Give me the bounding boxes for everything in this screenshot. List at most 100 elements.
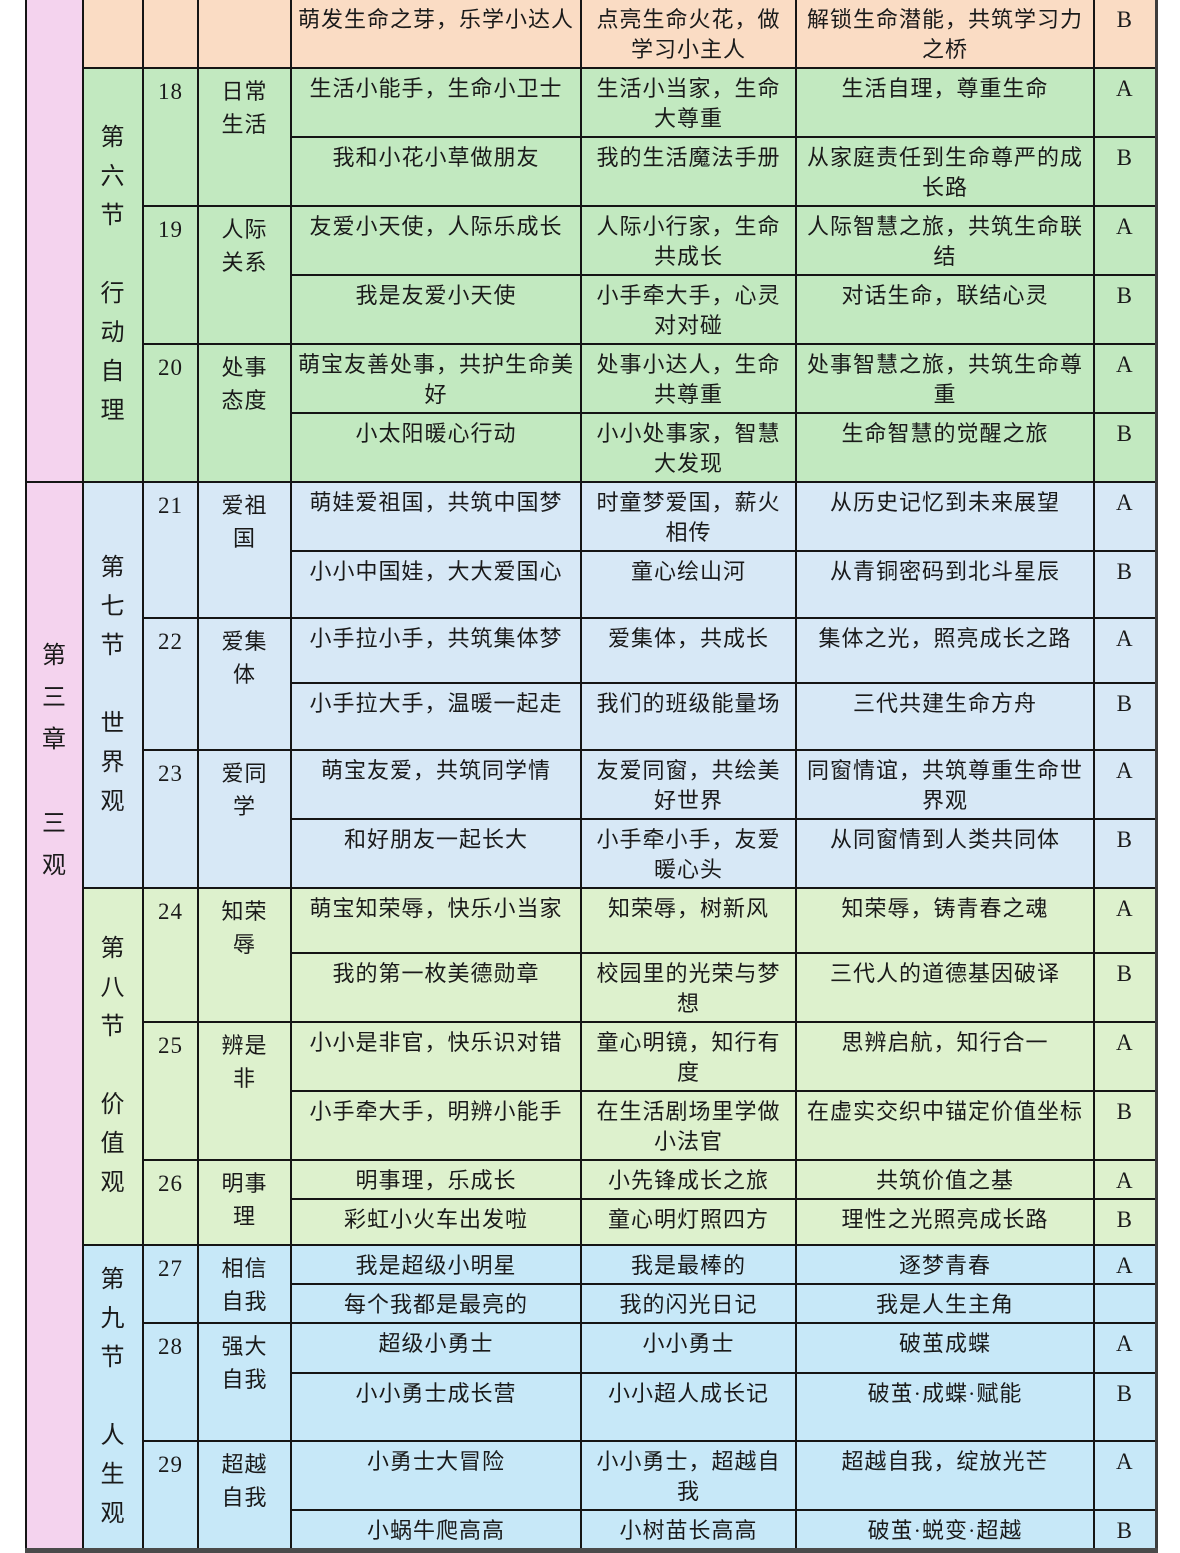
lesson-title-cell: 知荣辱，树新风 bbox=[580, 887, 797, 954]
topic-cell: 相信 自我 bbox=[197, 1244, 292, 1324]
grade-cell: B bbox=[1093, 682, 1157, 751]
lesson-title-cell: 同窗情谊，共筑尊重生命世界观 bbox=[795, 749, 1095, 820]
grade-cell: B bbox=[1093, 1509, 1157, 1552]
lesson-number-cell: 18 bbox=[142, 67, 199, 207]
lesson-title-cell: 小手牵大手，明辨小能手 bbox=[290, 1090, 582, 1161]
lesson-title-cell: 人际智慧之旅，共筑生命联结 bbox=[795, 205, 1095, 276]
lesson-title-cell: 处事智慧之旅，共筑生命尊重 bbox=[795, 343, 1095, 414]
lesson-title-cell: 理性之光照亮成长路 bbox=[795, 1198, 1095, 1246]
topic-cell: 人际 关系 bbox=[197, 205, 292, 345]
lesson-title-cell: 萌宝友善处事，共护生命美好 bbox=[290, 343, 582, 414]
lesson-title-cell: 小手拉小手，共筑集体梦 bbox=[290, 617, 582, 684]
lesson-title-cell: 小太阳暖心行动 bbox=[290, 412, 582, 483]
grade-cell: A bbox=[1093, 1021, 1157, 1092]
lesson-title-cell: 我是人生主角 bbox=[795, 1283, 1095, 1324]
lesson-title-cell: 和好朋友一起长大 bbox=[290, 818, 582, 889]
table-row: 萌发生命之芽，乐学小达人 点亮生命火花，做学习小主人 解锁生命潜能，共筑学习力之… bbox=[25, 0, 1157, 483]
lesson-title-cell: 小手牵大手，心灵对对碰 bbox=[580, 274, 797, 345]
lesson-title-cell: 小手牵小手，友爱暖心头 bbox=[580, 818, 797, 889]
lesson-title-cell: 超级小勇士 bbox=[290, 1322, 582, 1374]
lesson-title-cell: 人际小行家，生命共成长 bbox=[580, 205, 797, 276]
lesson-title-cell: 我的第一枚美德勋章 bbox=[290, 952, 582, 1023]
grade-cell: B bbox=[1093, 0, 1157, 69]
topic-cell: 明事 理 bbox=[197, 1159, 292, 1246]
lesson-title-cell: 我是最棒的 bbox=[580, 1244, 797, 1285]
lesson-title-cell: 生活小能手，生命小卫士 bbox=[290, 67, 582, 138]
table-row: 29 超越 自我 小勇士大冒险 小小勇士，超越自我 超越自我，绽放光芒 A bbox=[26, 1440, 1157, 1552]
lesson-number-cell bbox=[142, 0, 199, 69]
lesson-title-cell: 生活自理，尊重生命 bbox=[795, 67, 1095, 138]
lesson-title-cell: 我是超级小明星 bbox=[290, 1244, 582, 1285]
lesson-number-cell: 21 bbox=[142, 481, 199, 619]
grade-cell: B bbox=[1093, 550, 1157, 619]
lesson-title-cell: 小手拉大手，温暖一起走 bbox=[290, 682, 582, 751]
topic-cell: 处事 态度 bbox=[197, 343, 292, 483]
grade-cell: A bbox=[1093, 1322, 1157, 1374]
lesson-title-cell: 小小勇士 bbox=[580, 1322, 797, 1374]
lesson-title-cell: 处事小达人，生命共尊重 bbox=[580, 343, 797, 414]
topic-cell: 知荣 辱 bbox=[197, 887, 292, 1023]
lesson-title-cell: 友爱同窗，共绘美好世界 bbox=[580, 749, 797, 820]
table-row: 28 强大 自我 超级小勇士 小小勇士 破茧成蝶 A bbox=[26, 1322, 1157, 1442]
grade-cell: A bbox=[1093, 617, 1157, 684]
table-row: 26 明事 理 明事理，乐成长 小先锋成长之旅 共筑价值之基 A bbox=[26, 1159, 1157, 1246]
lesson-title-cell: 小小勇士成长营 bbox=[290, 1372, 582, 1442]
lesson-title-cell: 从同窗情到人类共同体 bbox=[795, 818, 1095, 889]
grade-cell: B bbox=[1093, 1372, 1157, 1442]
lesson-title-cell: 从家庭责任到生命尊严的成长路 bbox=[795, 136, 1095, 207]
lesson-title-cell: 从历史记忆到未来展望 bbox=[795, 481, 1095, 552]
table-row: 20 处事 态度 萌宝友善处事，共护生命美好 处事小达人，生命共尊重 处事智慧之… bbox=[26, 343, 1157, 483]
grade-cell: A bbox=[1093, 343, 1157, 414]
table-row: 第 三 章 三 观 第 七 节 世 界 观 21 爱祖 国 萌娃爱祖国，共筑中国… bbox=[25, 481, 1157, 1552]
chapter-cell bbox=[25, 0, 84, 483]
lesson-title-cell: 每个我都是最亮的 bbox=[290, 1283, 582, 1324]
lesson-number-cell: 28 bbox=[142, 1322, 199, 1442]
lesson-title-cell: 小小超人成长记 bbox=[580, 1372, 797, 1442]
topic-cell: 爱同 学 bbox=[197, 749, 292, 889]
topic-cell: 爱祖 国 bbox=[197, 481, 292, 619]
lesson-title-cell: 爱集体，共成长 bbox=[580, 617, 797, 684]
lesson-title-cell: 萌宝知荣辱，快乐小当家 bbox=[290, 887, 582, 954]
lesson-title-cell: 共筑价值之基 bbox=[795, 1159, 1095, 1200]
section-cell: 第 八 节 价 值 观 bbox=[82, 887, 144, 1246]
page: { "colors": { "chapter_pink": "#f4d3ee",… bbox=[25, 0, 1158, 1553]
lesson-title-cell: 在虚实交织中锚定价值坐标 bbox=[795, 1090, 1095, 1161]
lesson-title-cell: 我和小花小草做朋友 bbox=[290, 136, 582, 207]
lesson-title-cell: 小树苗长高高 bbox=[580, 1509, 797, 1552]
table-row: 我的第一枚美德勋章 校园里的光荣与梦想 三代人的道德基因破译 B bbox=[26, 952, 1157, 1023]
grade-cell: A bbox=[1093, 749, 1157, 820]
lesson-title-cell: 萌宝友爱，共筑同学情 bbox=[290, 749, 582, 820]
lesson-number-cell: 22 bbox=[142, 617, 199, 751]
table-row: 我是友爱小天使 小手牵大手，心灵对对碰 对话生命，联结心灵 B bbox=[26, 274, 1157, 345]
lesson-title-cell: 童心绘山河 bbox=[580, 550, 797, 619]
table-row: 19 人际 关系 友爱小天使，人际乐成长 人际小行家，生命共成长 人际智慧之旅，… bbox=[26, 205, 1157, 345]
topic-cell: 爱集 体 bbox=[197, 617, 292, 751]
grade-cell: B bbox=[1093, 952, 1157, 1023]
section-cell: 第 六 节 行 动 自 理 bbox=[82, 67, 144, 483]
grade-cell: B bbox=[1093, 1198, 1157, 1246]
lesson-title-cell: 对话生命，联结心灵 bbox=[795, 274, 1095, 345]
table-row: 25 辨是 非 小小是非官，快乐识对错 童心明镜，知行有度 思辨启航，知行合一 … bbox=[26, 1021, 1157, 1161]
table-row: 每个我都是最亮的 我的闪光日记 我是人生主角 bbox=[26, 1283, 1157, 1324]
table-row: 小小勇士成长营 小小超人成长记 破茧·成蝶·赋能 B bbox=[26, 1372, 1157, 1442]
lesson-title-cell: 小先锋成长之旅 bbox=[580, 1159, 797, 1200]
lesson-title-cell: 知荣辱，铸青春之魂 bbox=[795, 887, 1095, 954]
lesson-title-cell: 点亮生命火花，做学习小主人 bbox=[580, 0, 797, 69]
grade-cell: B bbox=[1093, 818, 1157, 889]
lesson-number-cell: 25 bbox=[142, 1021, 199, 1161]
lesson-title-cell: 童心明灯照四方 bbox=[580, 1198, 797, 1246]
lesson-title-cell: 小勇士大冒险 bbox=[290, 1440, 582, 1511]
table-row: 彩虹小火车出发啦 童心明灯照四方 理性之光照亮成长路 B bbox=[26, 1198, 1157, 1246]
lesson-number-cell: 20 bbox=[142, 343, 199, 483]
grade-cell: B bbox=[1093, 274, 1157, 345]
lesson-title-cell: 破茧·成蝶·赋能 bbox=[795, 1372, 1095, 1442]
table-row: 和好朋友一起长大 小手牵小手，友爱暖心头 从同窗情到人类共同体 B bbox=[26, 818, 1157, 889]
grade-cell: A bbox=[1093, 887, 1157, 954]
grade-cell: B bbox=[1093, 136, 1157, 207]
grade-cell: A bbox=[1093, 67, 1157, 138]
grade-cell: A bbox=[1093, 481, 1157, 552]
table-row: 第 九 节 人 生 观 27 相信 自我 我是超级小明星 我是最棒的 逐梦青春 … bbox=[26, 1244, 1157, 1552]
lesson-number-cell: 29 bbox=[142, 1440, 199, 1552]
lesson-title-cell: 生活小当家，生命大尊重 bbox=[580, 67, 797, 138]
table-row: 23 爱同 学 萌宝友爱，共筑同学情 友爱同窗，共绘美好世界 同窗情谊，共筑尊重… bbox=[26, 749, 1157, 889]
